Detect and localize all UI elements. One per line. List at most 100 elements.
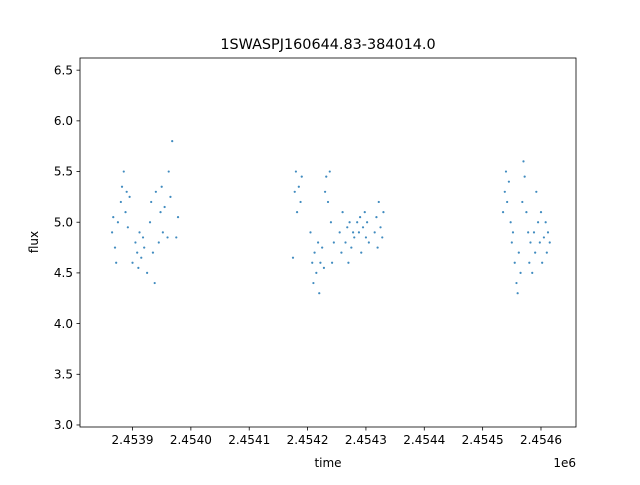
data-point [367, 241, 370, 244]
y-tick-label: 3.5 [54, 367, 73, 381]
data-point [541, 261, 544, 264]
x-axis-label: time [314, 456, 341, 470]
plot-area-frame [79, 57, 577, 428]
data-point [544, 221, 547, 224]
data-point [138, 231, 141, 234]
data-point [344, 241, 347, 244]
x-tick-label: 2.4545 [462, 433, 504, 447]
data-point [522, 160, 525, 163]
data-point [323, 190, 327, 193]
data-point [140, 256, 143, 259]
data-point [150, 200, 153, 204]
x-tick-label: 2.4541 [228, 433, 270, 447]
data-points [110, 140, 551, 295]
data-point [315, 271, 318, 275]
x-offset-label: 1e6 [553, 456, 576, 470]
data-point [330, 261, 334, 264]
data-point [157, 241, 160, 244]
data-point [151, 251, 155, 254]
data-point [311, 261, 314, 264]
data-point [532, 231, 536, 234]
data-point [125, 190, 128, 193]
data-point [536, 221, 540, 224]
data-point [159, 210, 162, 214]
data-point [321, 246, 324, 249]
data-point [175, 236, 178, 239]
data-point [373, 231, 376, 234]
data-point [503, 190, 506, 193]
data-point [377, 200, 380, 204]
data-point [542, 236, 546, 239]
x-tick-label: 2.4544 [403, 433, 445, 447]
data-point [531, 271, 534, 275]
data-point [521, 200, 524, 204]
data-point [375, 216, 378, 219]
data-point [134, 241, 137, 244]
data-point [329, 221, 333, 224]
data-point [513, 261, 516, 264]
data-point [294, 170, 298, 173]
data-point [527, 231, 530, 234]
y-tick-label: 6.0 [54, 114, 73, 128]
data-point [358, 216, 362, 219]
chart-title: 1SWASPJ160644.83-384014.0 [220, 37, 435, 53]
data-point [171, 140, 174, 143]
data-point [316, 241, 320, 244]
data-point [293, 190, 296, 193]
data-point [163, 205, 166, 209]
data-point [376, 246, 379, 249]
data-point [516, 292, 519, 295]
data-point [546, 231, 550, 234]
data-point [300, 175, 303, 178]
data-point [312, 281, 315, 285]
x-tick-label: 2.4540 [170, 433, 212, 447]
data-point [319, 261, 322, 264]
y-axis: 3.0 3.5 4.0 4.5 5.0 5.5 6.0 6.5 [54, 63, 80, 432]
data-point [510, 241, 513, 244]
data-point [115, 261, 118, 264]
data-point [509, 221, 512, 224]
data-point [322, 266, 326, 269]
data-point [382, 210, 385, 214]
data-point [161, 231, 164, 234]
data-point [501, 210, 505, 214]
data-point [297, 185, 300, 188]
data-point [366, 221, 369, 224]
data-point [356, 221, 359, 224]
data-point [517, 251, 520, 254]
data-point [519, 271, 522, 275]
data-point [318, 292, 321, 295]
y-tick-label: 4.0 [54, 317, 73, 331]
data-point [348, 221, 351, 224]
data-point [154, 190, 157, 193]
data-point [340, 251, 343, 254]
data-point [332, 241, 335, 244]
data-point [169, 195, 172, 198]
data-point [143, 246, 146, 249]
data-point [325, 175, 328, 178]
data-point [364, 236, 368, 239]
data-point [346, 226, 349, 229]
data-point [122, 170, 125, 173]
x-tick-label: 2.4546 [520, 433, 562, 447]
data-point [338, 231, 341, 234]
data-point [363, 210, 366, 214]
data-point [535, 190, 538, 193]
data-point [116, 221, 120, 224]
data-point [539, 210, 543, 214]
data-point [515, 281, 518, 285]
data-point [126, 226, 129, 229]
data-point [350, 246, 353, 249]
x-tick-label: 2.4539 [112, 433, 154, 447]
y-tick-label: 5.5 [54, 165, 73, 179]
y-axis-label: flux [27, 231, 41, 253]
data-point [299, 200, 302, 204]
data-point [146, 271, 149, 275]
data-point [545, 251, 548, 254]
x-tick-label: 2.4542 [287, 433, 329, 447]
data-point [119, 200, 122, 204]
data-point [529, 241, 532, 244]
